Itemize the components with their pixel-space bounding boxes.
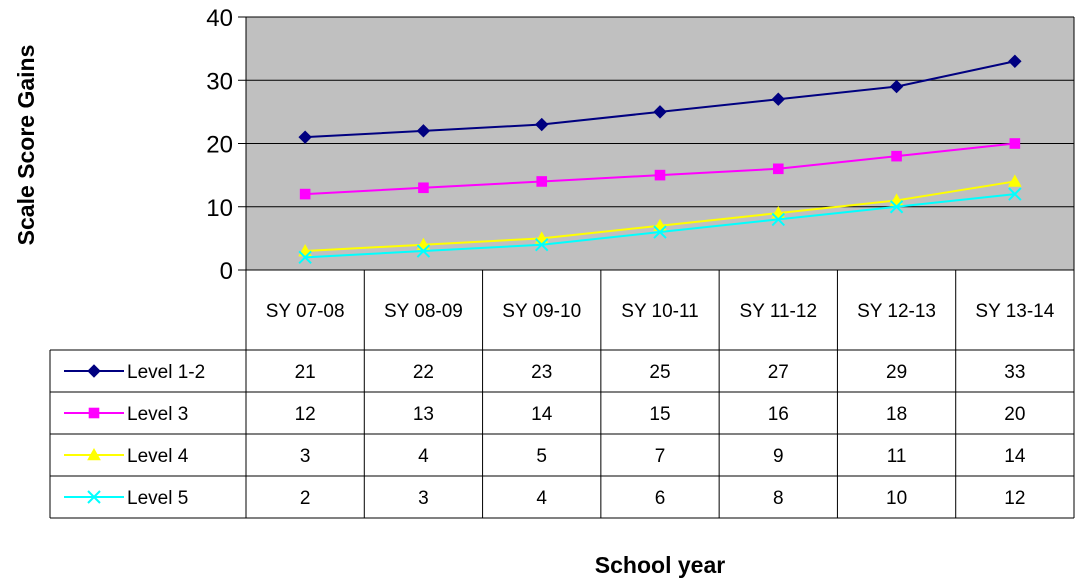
data-label: 12 [1004, 488, 1025, 509]
marker-x [653, 225, 667, 239]
data-label: 11 [887, 446, 907, 467]
legend-label: Level 4 [127, 446, 189, 467]
series-level-3 [299, 138, 1021, 200]
data-label: 2 [300, 488, 311, 509]
data-label: 4 [536, 488, 547, 509]
data-label: 27 [768, 362, 789, 383]
marker-square [88, 407, 100, 419]
gridlines [245, 16, 1075, 270]
legend-key [64, 447, 124, 461]
data-label: 3 [300, 446, 311, 467]
y-tick-label: 10 [206, 195, 233, 222]
data-label: 8 [773, 488, 784, 509]
marker-diamond [416, 124, 431, 138]
data-label: 33 [1004, 362, 1025, 383]
x-axis-title: School year [595, 552, 725, 578]
legend-key [64, 364, 124, 378]
marker-square [891, 150, 902, 162]
legend-key [64, 490, 124, 504]
data-label: 7 [655, 446, 666, 467]
marker-diamond [889, 79, 904, 94]
data-label: 14 [1004, 446, 1026, 467]
data-label: 16 [768, 404, 789, 425]
marker-square [536, 176, 548, 187]
data-label: 6 [655, 488, 666, 509]
category-label: SY 12-13 [857, 301, 936, 322]
marker-diamond [298, 130, 312, 144]
legend-key [64, 407, 124, 419]
y-tick-label: 0 [220, 258, 233, 285]
legend-label: Level 5 [127, 488, 188, 509]
legend-label: Level 3 [127, 404, 188, 425]
data-label: 21 [295, 362, 316, 383]
category-label: SY 08-09 [384, 301, 463, 322]
marker-x [889, 200, 904, 214]
marker-triangle [1008, 174, 1022, 187]
data-label: 5 [536, 446, 547, 467]
y-axis-ticks: 0 10 20 30 40 [206, 5, 246, 285]
data-label: 4 [418, 446, 429, 467]
data-label: 14 [531, 404, 553, 425]
data-label: 10 [886, 488, 907, 509]
marker-x [771, 212, 785, 227]
category-label: SY 10-11 [621, 301, 698, 322]
data-label: 13 [413, 404, 434, 425]
series-lines [298, 54, 1022, 265]
marker-diamond [87, 364, 101, 378]
marker-x-stroke [771, 212, 785, 227]
marker-diamond [535, 117, 549, 132]
marker-square [772, 163, 784, 175]
category-label: SY 07-08 [266, 301, 345, 322]
marker-diamond [771, 92, 785, 106]
category-label: SY 13-14 [975, 301, 1054, 322]
data-label: 15 [649, 404, 670, 425]
data-label: 22 [413, 362, 434, 383]
data-label: 23 [531, 362, 552, 383]
marker-triangle [87, 447, 101, 461]
data-label: 20 [1004, 404, 1025, 425]
marker-x-stroke [298, 250, 312, 265]
marker-diamond [653, 105, 667, 119]
data-label: 12 [295, 404, 316, 425]
marker-x-stroke [653, 225, 667, 239]
category-label: SY 11-12 [740, 301, 817, 322]
marker-x [87, 490, 101, 504]
y-tick-label: 40 [206, 5, 233, 32]
marker-x [298, 250, 312, 265]
data-label: 9 [773, 446, 784, 467]
marker-x [1008, 187, 1022, 201]
marker-x [416, 244, 431, 258]
marker-square [654, 169, 666, 181]
marker-x-stroke [889, 200, 904, 214]
y-tick-label: 30 [206, 68, 233, 95]
marker-x-stroke [87, 490, 101, 504]
series-level-1-2 [298, 54, 1022, 144]
marker-x-stroke [416, 244, 431, 258]
data-table: SY 07-08 SY 08-09 SY 09-10 SY 10-11 SY 11-12… [49, 269, 1075, 519]
y-axis-title: Scale Score Gains [13, 45, 39, 246]
marker-x-stroke [535, 237, 549, 252]
category-label: SY 09-10 [502, 301, 581, 322]
data-label: 29 [886, 362, 907, 383]
marker-square [299, 188, 311, 200]
data-label: 18 [886, 404, 907, 425]
marker-x-stroke [1008, 187, 1022, 201]
marker-square [1009, 138, 1021, 149]
series-level-5 [298, 187, 1022, 265]
y-tick-label: 20 [206, 132, 233, 159]
data-label: 25 [649, 362, 670, 383]
marker-x [535, 237, 549, 252]
marker-diamond [1008, 54, 1022, 68]
data-label: 3 [418, 488, 429, 509]
legend-label: Level 1-2 [127, 362, 205, 383]
marker-square [418, 182, 429, 194]
